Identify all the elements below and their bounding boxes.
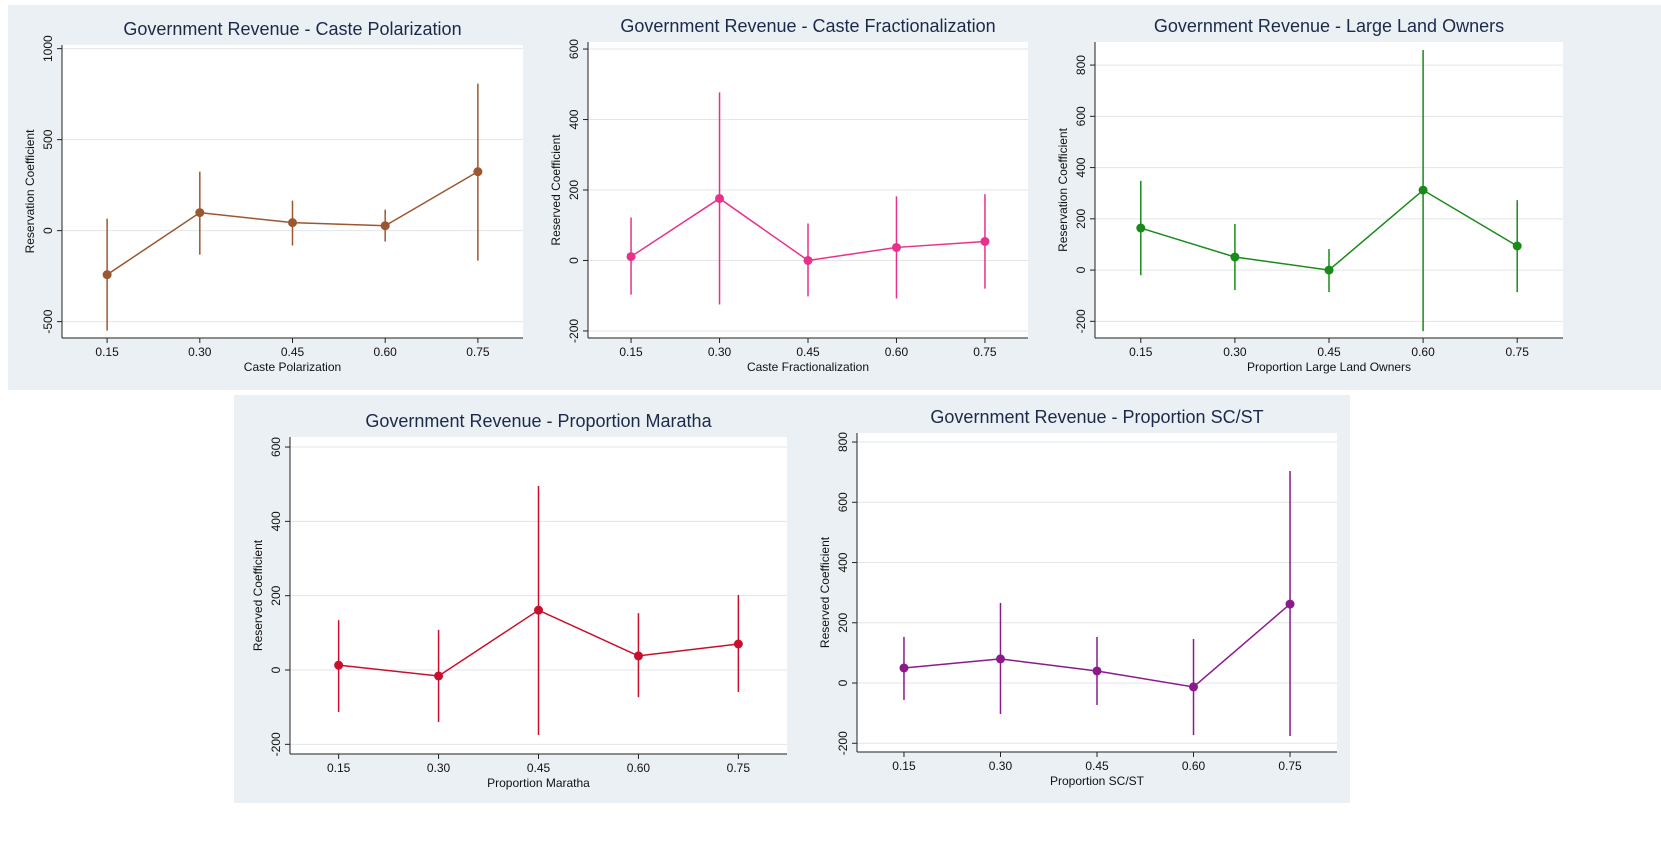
y-tick-label: 200	[269, 585, 283, 605]
x-tick-label: 0.15	[892, 759, 916, 773]
plot-area	[62, 45, 523, 338]
y-tick-label: -200	[1074, 309, 1088, 333]
y-axis-label: Reserved Coefficient	[549, 134, 563, 246]
point	[980, 236, 990, 246]
y-tick-label: 800	[836, 432, 850, 452]
x-tick-label: 0.60	[885, 345, 909, 359]
x-tick-label: 0.30	[188, 345, 212, 359]
y-tick-label: 600	[567, 39, 581, 59]
x-tick-label: 0.75	[1278, 759, 1302, 773]
y-tick-label: 400	[567, 109, 581, 129]
y-tick-label: 800	[1074, 55, 1088, 75]
x-axis-label: Caste Polarization	[244, 360, 341, 374]
y-tick-label: 0	[836, 679, 850, 686]
point	[715, 193, 725, 203]
y-tick-label: -200	[269, 732, 283, 756]
point	[473, 167, 483, 177]
x-tick-label: 0.60	[627, 761, 651, 775]
x-tick-label: 0.15	[95, 345, 119, 359]
x-tick-label: 0.60	[1411, 345, 1435, 359]
x-tick-label: 0.45	[1317, 345, 1341, 359]
y-tick-label: 0	[269, 666, 283, 673]
x-tick-label: 0.45	[1085, 759, 1109, 773]
x-tick-label: 0.75	[973, 345, 997, 359]
point	[733, 639, 743, 649]
y-axis-label: Reserved Coefficient	[251, 539, 265, 651]
point	[899, 663, 909, 673]
y-tick-label: 1000	[41, 35, 55, 62]
y-axis-label: Reservation Coefficient	[1056, 127, 1070, 252]
point	[534, 605, 543, 615]
x-tick-label: 0.30	[427, 761, 451, 775]
x-tick-label: 0.15	[1129, 345, 1153, 359]
point	[633, 651, 643, 661]
y-tick-label: 0	[1074, 266, 1088, 273]
chart-title: Government Revenue - Large Land Owners	[1154, 16, 1504, 36]
chart-title: Government Revenue - Proportion SC/ST	[930, 407, 1263, 427]
x-tick-label: 0.75	[727, 761, 751, 775]
point	[626, 252, 636, 262]
point	[1285, 599, 1295, 609]
y-tick-label: 0	[41, 227, 55, 234]
x-tick-label: 0.60	[374, 345, 398, 359]
y-tick-label: 400	[836, 552, 850, 572]
x-tick-label: 0.30	[708, 345, 732, 359]
y-tick-label: 400	[1074, 157, 1088, 177]
x-tick-label: 0.60	[1182, 759, 1206, 773]
y-tick-label: 600	[269, 437, 283, 457]
y-tick-label: 200	[1074, 208, 1088, 228]
chart-title: Government Revenue - Caste Fractionaliza…	[620, 16, 995, 36]
plot-area	[1095, 42, 1563, 338]
x-axis-label: Proportion Maratha	[487, 776, 590, 790]
x-tick-label: 0.75	[466, 345, 490, 359]
point	[891, 242, 901, 252]
x-tick-label: 0.45	[796, 345, 820, 359]
y-tick-label: 0	[567, 257, 581, 264]
point	[380, 221, 390, 231]
y-tick-label: 600	[836, 492, 850, 512]
x-tick-label: 0.15	[327, 761, 351, 775]
x-tick-label: 0.45	[281, 345, 305, 359]
point	[1189, 682, 1199, 692]
point	[1418, 185, 1428, 195]
x-tick-label: 0.15	[619, 345, 643, 359]
y-tick-label: 400	[269, 511, 283, 531]
point	[995, 654, 1005, 664]
y-tick-label: 200	[567, 180, 581, 200]
y-tick-label: -200	[836, 731, 850, 755]
point	[288, 218, 297, 228]
chart-title: Government Revenue - Proportion Maratha	[365, 411, 712, 431]
y-tick-label: 500	[41, 129, 55, 149]
point	[434, 671, 444, 681]
point	[1230, 252, 1240, 262]
point	[1512, 241, 1522, 251]
y-axis-label: Reservation Coefficient	[23, 129, 37, 254]
y-tick-label: 200	[836, 612, 850, 632]
point	[334, 660, 344, 670]
y-tick-label: 600	[1074, 106, 1088, 126]
point	[102, 270, 112, 280]
x-axis-label: Proportion Large Land Owners	[1247, 360, 1411, 374]
point	[195, 208, 205, 218]
y-tick-label: -200	[567, 319, 581, 343]
x-tick-label: 0.30	[989, 759, 1013, 773]
x-axis-label: Caste Fractionalization	[747, 360, 869, 374]
y-tick-label: -500	[41, 309, 55, 333]
point	[1092, 666, 1102, 676]
point	[1136, 223, 1146, 233]
point	[803, 255, 813, 265]
x-tick-label: 0.75	[1506, 345, 1530, 359]
x-tick-label: 0.30	[1223, 345, 1247, 359]
x-axis-label: Proportion SC/ST	[1050, 774, 1145, 788]
point	[1324, 265, 1334, 275]
chart-title: Government Revenue - Caste Polarization	[123, 19, 461, 39]
y-axis-label: Reserved Coefficient	[818, 536, 832, 648]
x-tick-label: 0.45	[527, 761, 551, 775]
